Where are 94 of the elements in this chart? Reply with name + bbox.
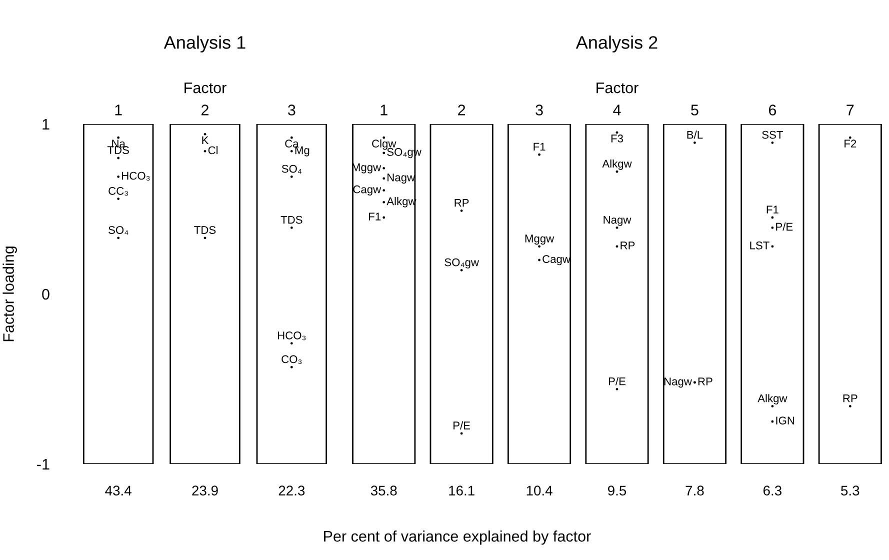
y-tick-label: 1 xyxy=(42,119,50,130)
text: 10.4 xyxy=(526,486,552,496)
series-label: CC₃ xyxy=(108,186,128,196)
text: Per cent of variance explained by factor xyxy=(324,530,591,545)
point xyxy=(382,136,386,139)
series-label: Clgw xyxy=(372,139,396,150)
point xyxy=(460,432,463,435)
series-label: P/E xyxy=(608,377,626,386)
series-label: RP xyxy=(454,198,469,207)
series-label: Nagw xyxy=(664,378,692,388)
point xyxy=(771,245,774,248)
point xyxy=(290,175,293,178)
series-label: Cl xyxy=(208,146,218,154)
point xyxy=(117,136,120,139)
series-label: B/L xyxy=(687,130,703,139)
point xyxy=(771,226,774,229)
text: 23.9 xyxy=(192,486,218,496)
point xyxy=(848,404,852,408)
series-label: LST xyxy=(750,242,770,250)
series-label: F3 xyxy=(611,134,623,142)
point xyxy=(460,268,463,272)
point xyxy=(848,136,852,139)
x-tick-label: 1 xyxy=(380,104,388,116)
series-label: TDS xyxy=(194,226,216,234)
series-label: SST xyxy=(762,130,783,139)
text: 5.3 xyxy=(841,486,860,496)
series-label: K xyxy=(202,136,209,144)
point xyxy=(204,236,206,240)
point xyxy=(382,216,386,219)
x-axis-title: Factor xyxy=(184,82,226,94)
text: 43.4 xyxy=(105,486,132,496)
series-label: IGN xyxy=(776,416,794,424)
series-label: RP xyxy=(843,394,858,402)
series-label: SO₄ xyxy=(282,164,302,174)
series-label: F1 xyxy=(369,212,381,220)
series-label: F2 xyxy=(844,140,856,148)
x-tick-label: 5 xyxy=(691,104,698,116)
x-tick-label: 7 xyxy=(846,104,854,116)
series-label: P/E xyxy=(776,222,793,231)
point xyxy=(117,198,120,200)
series-label: HCO₃ xyxy=(122,172,150,181)
series-label: P/E xyxy=(454,421,470,430)
text: 9.5 xyxy=(608,486,626,496)
text: 16.1 xyxy=(449,486,474,496)
x-axis-title: Factor xyxy=(596,82,638,94)
text: 6.3 xyxy=(763,486,782,496)
series-label: TDS xyxy=(107,146,129,154)
point xyxy=(616,245,618,248)
point xyxy=(290,226,293,229)
series-label: Mggw xyxy=(525,234,554,245)
point xyxy=(382,152,386,154)
series-label: SO₄ xyxy=(108,226,128,235)
x-tick-label: 3 xyxy=(288,104,296,116)
point xyxy=(460,209,463,212)
x-tick-label: 1 xyxy=(115,104,122,116)
point xyxy=(117,175,120,178)
point xyxy=(382,177,386,180)
x-tick-label: 2 xyxy=(458,104,466,116)
point xyxy=(771,404,774,408)
point xyxy=(382,166,386,170)
series-label: Alkgw xyxy=(758,394,788,404)
series-label: F1 xyxy=(534,142,546,151)
series-label: RP xyxy=(698,378,712,386)
y-tick-label: 0 xyxy=(42,288,50,300)
series-label: F1 xyxy=(766,206,778,214)
point xyxy=(290,150,293,152)
text: 35.8 xyxy=(370,486,397,496)
series-label: RP xyxy=(620,242,635,250)
y-tick-label: -1 xyxy=(37,459,50,470)
series-label: Nagw xyxy=(388,174,416,184)
point xyxy=(117,236,120,240)
x-tick-label: 3 xyxy=(536,104,543,116)
series-label: Mg xyxy=(295,146,310,156)
point xyxy=(382,200,386,204)
series-label: TDS xyxy=(280,216,302,224)
point xyxy=(771,141,774,144)
x-tick-label: 2 xyxy=(202,104,208,116)
y-axis-title: Factor loading xyxy=(2,246,17,342)
x-tick-label: 6 xyxy=(768,104,776,116)
series-label: HCO₃ xyxy=(278,331,306,340)
chart-title: Analysis 2 xyxy=(576,36,658,52)
series-label: Alkgw xyxy=(602,159,632,170)
text: 7.8 xyxy=(686,486,704,496)
series-label: Ca xyxy=(285,140,299,148)
chart-title: Analysis 1 xyxy=(164,36,246,52)
series-label: SO₄gw xyxy=(444,258,479,268)
point xyxy=(290,366,293,368)
series-label: CO₃ xyxy=(282,355,302,364)
point xyxy=(382,189,386,192)
series-label: Nagw xyxy=(604,216,632,226)
point xyxy=(290,342,293,345)
x-tick-label: 4 xyxy=(613,104,621,116)
text: 22.3 xyxy=(278,486,305,496)
point xyxy=(290,136,293,139)
